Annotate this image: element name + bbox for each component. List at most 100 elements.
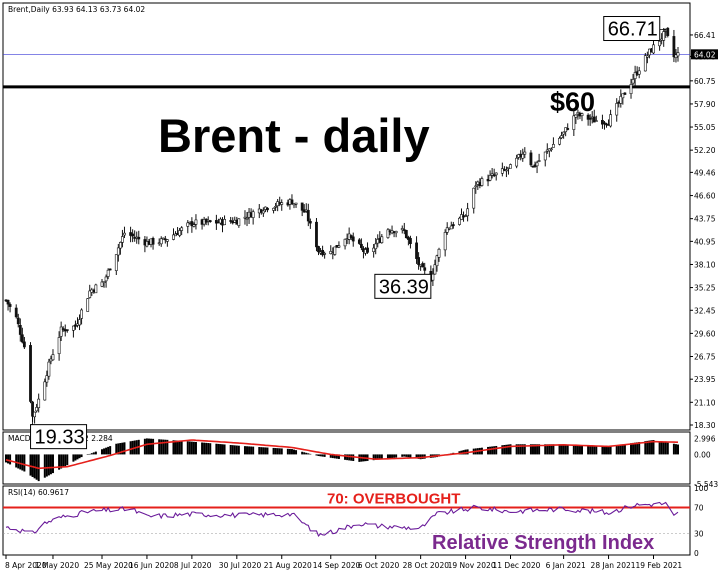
macd-histogram-bar <box>662 441 665 455</box>
candle-body <box>300 202 304 211</box>
macd-histogram-bar <box>194 441 197 455</box>
macd-histogram-bar <box>581 445 583 455</box>
macd-histogram-bar <box>186 441 189 455</box>
candle-body <box>562 131 566 135</box>
macd-histogram-bar <box>288 448 291 455</box>
macd-histogram-bar <box>560 444 563 455</box>
x-tick-label: 11 Dec 2020 <box>493 561 541 570</box>
candle-body <box>535 162 539 167</box>
macd-histogram-bar <box>158 439 161 455</box>
macd-histogram-bar <box>407 454 410 458</box>
candle-body <box>223 219 226 226</box>
price-header: Brent,Daily 63.93 64.13 63.73 64.02 <box>8 5 145 14</box>
candle-body <box>421 263 425 268</box>
price-y-tick-label: 40.95 <box>694 237 716 246</box>
candle-body <box>609 114 612 127</box>
annotation-leader <box>30 416 33 426</box>
price-y-tick-label: 66.41 <box>694 31 716 40</box>
candle-body <box>662 31 666 41</box>
candle-body <box>116 247 120 256</box>
candle-body <box>14 307 18 318</box>
macd-histogram-bar <box>591 445 594 455</box>
macd-histogram-bar <box>389 454 391 459</box>
macd-histogram-bar <box>192 441 195 455</box>
macd-y-tick-label: 2.996 <box>694 434 716 443</box>
candle-body <box>80 309 83 319</box>
macd-histogram-bar <box>674 444 677 455</box>
candle-body <box>400 228 404 231</box>
candle-body <box>192 224 196 227</box>
price-y-tick-label: 57.90 <box>694 100 716 109</box>
macd-histogram-bar <box>80 454 83 458</box>
macd-histogram-bar <box>617 444 620 455</box>
x-tick-label: 25 May 2020 <box>84 561 133 570</box>
candle-body <box>290 199 294 205</box>
macd-histogram-bar <box>301 451 304 455</box>
macd-histogram-bar <box>593 445 596 455</box>
candle-body <box>33 411 36 418</box>
macd-histogram-bar <box>335 454 338 459</box>
macd-histogram-bar <box>66 454 69 466</box>
macd-histogram-bar <box>605 446 608 455</box>
macd-histogram-bar <box>15 454 18 468</box>
candle-body <box>374 243 378 250</box>
x-tick-label: 14 Sep 2020 <box>313 561 361 570</box>
macd-histogram-bar <box>658 441 661 455</box>
candle-body <box>474 185 478 188</box>
x-tick-label: 6 Jan 2021 <box>546 561 586 570</box>
macd-histogram-bar <box>603 446 606 455</box>
candle-body <box>380 236 384 243</box>
candle-body <box>151 238 155 245</box>
candle-body <box>480 178 484 186</box>
macd-histogram-bar <box>319 454 322 457</box>
macd-histogram-bar <box>223 444 226 455</box>
candle-body <box>123 232 126 236</box>
candle-body <box>245 217 249 220</box>
macd-histogram-bar <box>180 440 183 455</box>
macd-histogram-bar <box>487 446 490 455</box>
candle-body <box>658 41 662 47</box>
price-y-tick-label: 35.25 <box>694 284 716 293</box>
macd-histogram-bar <box>595 445 598 455</box>
candle-body <box>121 236 124 243</box>
macd-histogram-bar <box>117 443 120 455</box>
macd-histogram-bar <box>160 439 163 455</box>
macd-histogram-bar <box>519 444 522 455</box>
macd-histogram-bar <box>564 444 567 455</box>
candle-body <box>629 84 633 94</box>
macd-histogram-bar <box>517 444 520 455</box>
candle-body <box>261 210 265 214</box>
macd-histogram-bar <box>121 442 124 455</box>
candle-body <box>415 242 418 259</box>
macd-histogram-bar <box>348 454 351 461</box>
macd-histogram-bar <box>646 440 649 455</box>
candle-body <box>172 234 175 240</box>
price-y-tick-label: 23.95 <box>694 375 716 384</box>
macd-histogram-bar <box>64 454 67 467</box>
candle-body <box>500 168 504 174</box>
macd-signal-line <box>5 439 678 470</box>
macd-histogram-bar <box>219 444 222 455</box>
macd-histogram-bar <box>660 441 663 455</box>
macd-histogram-bar <box>29 454 32 476</box>
candle-body <box>366 247 369 253</box>
candle-body <box>186 222 190 227</box>
candle-body <box>588 118 592 120</box>
macd-histogram-bar <box>7 454 10 464</box>
macd-histogram-bar <box>601 446 604 455</box>
candle-body <box>666 27 670 36</box>
candle-body <box>266 207 269 211</box>
candle-body <box>515 157 519 167</box>
macd-histogram-bar <box>350 454 353 461</box>
macd-histogram-bar <box>237 445 240 455</box>
macd-histogram-bar <box>45 454 48 477</box>
macd-pane-frame <box>2 431 691 485</box>
macd-histogram-bar <box>409 454 412 458</box>
macd-histogram-bar <box>51 454 54 474</box>
macd-histogram-bar <box>188 441 191 455</box>
macd-histogram-bar <box>286 448 289 455</box>
macd-histogram-bar <box>632 442 635 455</box>
candle-body <box>51 354 55 361</box>
macd-histogram-bar <box>305 452 308 455</box>
candle-body <box>619 95 623 104</box>
